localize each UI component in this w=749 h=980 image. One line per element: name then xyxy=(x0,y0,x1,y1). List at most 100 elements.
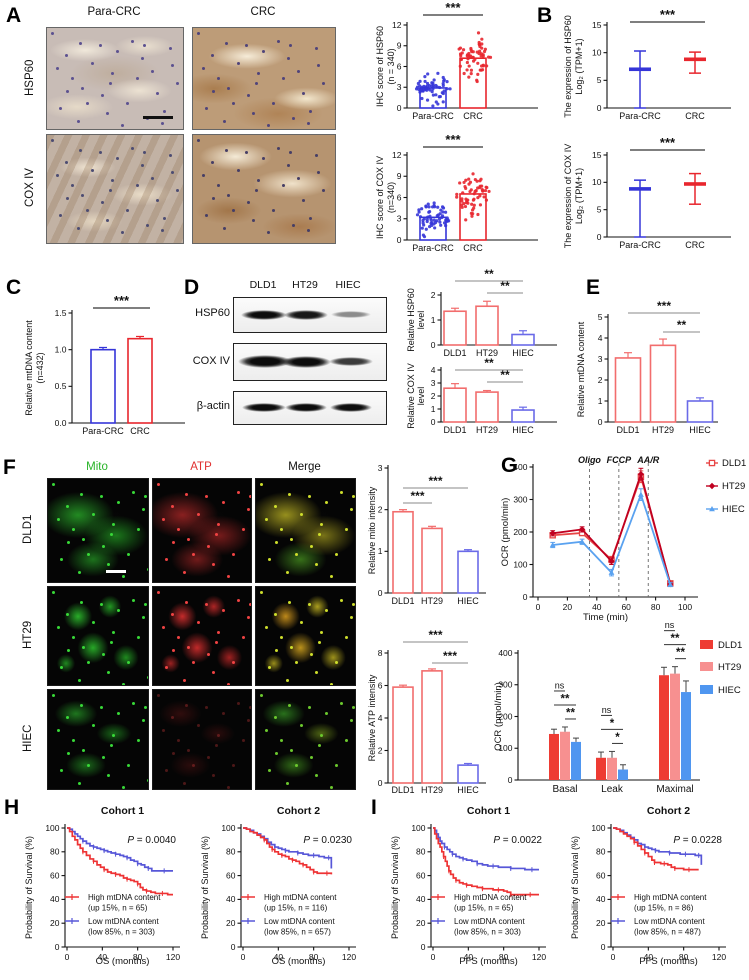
fluorescence-ht29-atp xyxy=(152,586,252,686)
svg-text:Relative ATP intensity: Relative ATP intensity xyxy=(367,674,377,761)
fluorescence-dld1-mito xyxy=(47,478,149,583)
svg-text:HIEC: HIEC xyxy=(457,596,479,606)
svg-text:***: *** xyxy=(660,7,676,22)
svg-text:1: 1 xyxy=(431,404,436,414)
svg-text:3: 3 xyxy=(431,378,436,388)
svg-text:Para-CRC: Para-CRC xyxy=(412,111,454,121)
svg-text:1: 1 xyxy=(378,546,383,556)
svg-text:Para-CRC: Para-CRC xyxy=(412,243,454,253)
svg-text:Para-CRC: Para-CRC xyxy=(619,240,661,250)
chart-relative-hsp60-level: 0 1 2 Relative HSP60 level DLD1 HT29 HIEC ** ** xyxy=(406,268,557,358)
svg-text:Para-CRC: Para-CRC xyxy=(82,426,124,436)
svg-text:(n = 340): (n = 340) xyxy=(386,48,396,84)
svg-text:0: 0 xyxy=(598,417,603,427)
lane-label-ht29: HT29 xyxy=(292,279,318,291)
svg-text:0: 0 xyxy=(421,942,426,952)
svg-text:HIEC: HIEC xyxy=(512,348,534,358)
fluorescence-ht29-merge xyxy=(255,586,356,686)
svg-text:100: 100 xyxy=(591,823,605,833)
svg-text:HT29: HT29 xyxy=(722,481,745,492)
svg-text:P = 0.0040: P = 0.0040 xyxy=(127,835,176,846)
svg-text:IHC score of COX IV: IHC score of COX IV xyxy=(375,156,385,239)
svg-text:200: 200 xyxy=(513,527,527,537)
svg-text:100: 100 xyxy=(221,823,235,833)
svg-text:(low 85%, n = 303): (low 85%, n = 303) xyxy=(88,928,155,937)
svg-text:Relative COX IV: Relative COX IV xyxy=(406,363,416,429)
svg-text:40: 40 xyxy=(644,952,654,962)
svg-text:level: level xyxy=(416,387,426,406)
svg-text:100: 100 xyxy=(498,743,512,753)
chart-expression-hsp60: 0 5 10 15 The expression of HSP60 Log₂ (TPM+1… xyxy=(563,7,731,121)
svg-text:3: 3 xyxy=(598,354,603,364)
svg-text:5: 5 xyxy=(597,75,602,85)
svg-text:Probability of Survival (%): Probability of Survival (%) xyxy=(390,836,400,939)
svg-text:10: 10 xyxy=(592,47,602,57)
svg-text:***: *** xyxy=(114,293,130,308)
svg-text:80: 80 xyxy=(679,952,689,962)
svg-text:5: 5 xyxy=(598,312,603,322)
svg-text:CRC: CRC xyxy=(685,240,705,250)
svg-text:2: 2 xyxy=(378,745,383,755)
svg-text:12: 12 xyxy=(392,20,402,30)
svg-text:DLD1: DLD1 xyxy=(391,785,414,795)
chart-ihc-score-hsp60: 0 3 6 9 12 IHC score of HSP60 (n = 340) Para-CR… xyxy=(375,0,538,121)
svg-text:Relative mtDNA content: Relative mtDNA content xyxy=(576,321,586,417)
svg-text:0: 0 xyxy=(508,775,513,785)
panel-f-label: F xyxy=(3,456,16,479)
svg-text:0: 0 xyxy=(55,942,60,952)
svg-text:(up 15%, n = 86): (up 15%, n = 86) xyxy=(634,904,694,913)
svg-text:***: *** xyxy=(428,474,442,488)
chart-km-os-cohort1: 0 20 40 60 80 100 0 40 80 120 Cohort 1 Probability … xyxy=(24,805,180,967)
blot-band xyxy=(238,355,292,368)
svg-text:40: 40 xyxy=(50,894,60,904)
svg-text:CRC: CRC xyxy=(130,426,150,436)
row-label-ht29: HT29 xyxy=(22,620,34,650)
svg-text:0: 0 xyxy=(523,592,528,602)
panel-h-label: H xyxy=(4,796,20,819)
svg-text:60: 60 xyxy=(226,870,236,880)
chart-atp-intensity: 0 2 4 6 8 Relative ATP intensity DLD1 HT29 HIEC *… xyxy=(367,628,486,795)
western-blot-bactin xyxy=(233,391,387,425)
svg-text:**: ** xyxy=(500,368,510,382)
svg-text:80: 80 xyxy=(133,952,143,962)
svg-text:40: 40 xyxy=(98,952,108,962)
svg-text:100: 100 xyxy=(45,823,59,833)
svg-text:0: 0 xyxy=(397,103,402,113)
blot-band xyxy=(331,311,371,318)
svg-text:IHC score of HSP60: IHC score of HSP60 xyxy=(375,26,385,107)
svg-text:0: 0 xyxy=(597,103,602,113)
svg-text:2: 2 xyxy=(431,290,436,300)
svg-text:ns: ns xyxy=(555,680,565,690)
svg-text:0: 0 xyxy=(597,232,602,242)
svg-text:(low 85%, n = 487): (low 85%, n = 487) xyxy=(634,928,701,937)
svg-text:P = 0.0022: P = 0.0022 xyxy=(493,835,542,846)
svg-text:0: 0 xyxy=(611,952,616,962)
svg-text:OS (months): OS (months) xyxy=(96,956,150,967)
svg-text:0: 0 xyxy=(65,952,70,962)
chart-mtdna-tissue: 0.0 0.5 1.0 1.5 Relative mtDNA content (n=432… xyxy=(24,293,185,436)
svg-text:level: level xyxy=(416,311,426,330)
svg-text:4: 4 xyxy=(431,365,436,375)
column-header-merge: Merge xyxy=(288,461,321,473)
svg-text:120: 120 xyxy=(166,952,180,962)
svg-text:The expression of COX IV: The expression of COX IV xyxy=(563,144,573,249)
svg-text:OS (months): OS (months) xyxy=(272,956,326,967)
lane-label-hiec: HIEC xyxy=(335,279,361,291)
fluorescence-hiec-atp xyxy=(152,689,252,790)
svg-text:Oligo: Oligo xyxy=(578,455,601,465)
svg-text:2: 2 xyxy=(598,375,603,385)
svg-text:Probability of Survival (%): Probability of Survival (%) xyxy=(200,836,210,939)
svg-text:Cohort 2: Cohort 2 xyxy=(647,805,690,817)
svg-text:**: ** xyxy=(677,318,687,332)
svg-text:Low mtDNA content: Low mtDNA content xyxy=(264,917,335,926)
svg-text:4: 4 xyxy=(378,713,383,723)
svg-text:ns: ns xyxy=(602,705,612,715)
column-header-crc: CRC xyxy=(250,6,276,18)
fluorescence-speckles xyxy=(153,587,251,685)
svg-text:HIEC: HIEC xyxy=(722,504,745,515)
blot-band xyxy=(330,403,372,412)
chart-expression-coxiv: 0 5 10 15 The expression of COX IV Log₂ (TPM+… xyxy=(563,135,731,250)
svg-text:High mtDNA content: High mtDNA content xyxy=(88,893,161,902)
svg-text:0: 0 xyxy=(536,602,541,612)
svg-text:60: 60 xyxy=(596,870,606,880)
